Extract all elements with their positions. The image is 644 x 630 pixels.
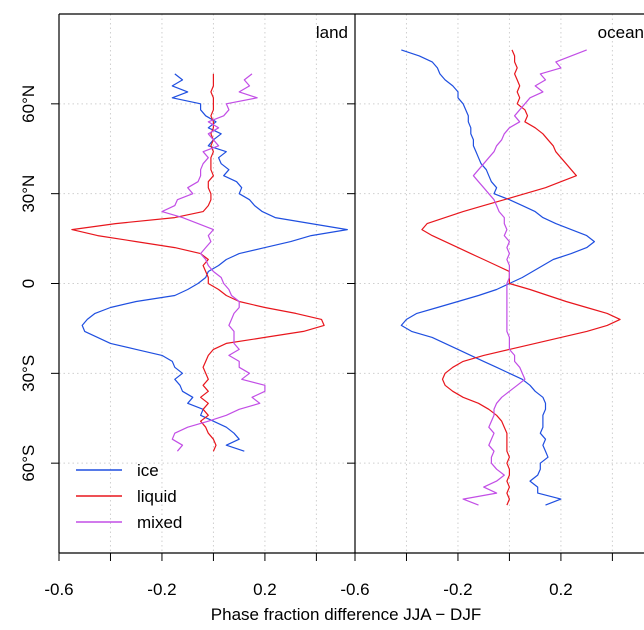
- y-tick-label: 60°S: [19, 445, 38, 482]
- x-tick-label: -0.6: [340, 580, 369, 599]
- panel-label-ocean: ocean: [598, 23, 644, 42]
- x-tick-label: 0.2: [549, 580, 573, 599]
- legend-label-mixed: mixed: [137, 513, 182, 532]
- axes-layer: -0.6 -0.2 0.2 -0.6 -0.2 0.2 60°N 30°N 0 30°S 60°S: [19, 13, 644, 599]
- grid-land: [59, 14, 355, 553]
- series-line-ocean-mixed: [462, 49, 587, 506]
- legend-label-ice: ice: [137, 461, 159, 480]
- y-tick-label: 0: [19, 279, 38, 288]
- y-tick-label: 60°N: [19, 85, 38, 123]
- series-line-land-liquid: [71, 73, 325, 452]
- series-group-land: [71, 73, 348, 452]
- series-group-ocean: [400, 49, 621, 506]
- x-tick-label: 0.2: [253, 580, 277, 599]
- legend: ice liquid mixed: [76, 461, 182, 532]
- panel-ocean: ocean: [355, 14, 644, 553]
- x-tick-label: -0.2: [147, 580, 176, 599]
- series-line-ocean-ice: [400, 49, 596, 506]
- x-tick-label: -0.6: [44, 580, 73, 599]
- y-tick-label: 30°N: [19, 175, 38, 213]
- series-line-land-ice: [81, 73, 348, 452]
- panel-land: land: [59, 14, 355, 553]
- x-tick-label: -0.2: [443, 580, 472, 599]
- panel-label-land: land: [316, 23, 348, 42]
- legend-label-liquid: liquid: [137, 487, 177, 506]
- y-tick-label: 30°S: [19, 355, 38, 392]
- x-axis-title: Phase fraction difference JJA − DJF: [211, 605, 481, 624]
- series-line-land-mixed: [161, 73, 266, 452]
